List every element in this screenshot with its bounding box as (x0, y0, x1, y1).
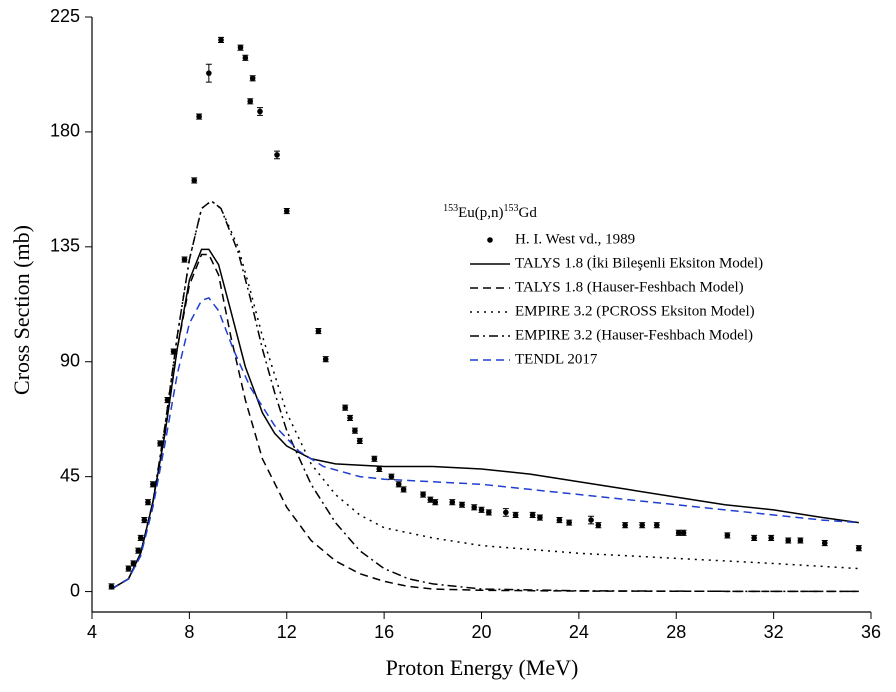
y-tick-label: 135 (50, 236, 80, 256)
legend-label: EMPIRE 3.2 (Hauser-Feshbach Model) (515, 327, 753, 343)
data-point (588, 517, 594, 523)
data-point (135, 547, 142, 554)
x-tick-label: 12 (277, 622, 297, 642)
data-point (653, 522, 660, 528)
data-point (376, 466, 383, 472)
data-point (157, 440, 163, 447)
y-axis-title: Cross Section (mb) (9, 225, 34, 395)
data-point (274, 152, 280, 158)
data-point (191, 177, 198, 184)
data-point (342, 404, 348, 411)
legend-title-part: 153 (443, 203, 458, 214)
data-point (371, 455, 378, 462)
data-point (724, 532, 731, 539)
data-point (170, 348, 177, 355)
data-point (400, 486, 407, 493)
data-point (529, 512, 536, 518)
data-point (556, 517, 563, 523)
data-point (768, 535, 774, 541)
data-point (395, 481, 402, 488)
y-tick-label: 45 (60, 465, 80, 485)
data-point (141, 517, 148, 523)
data-point (449, 499, 456, 505)
data-point (680, 530, 687, 536)
data-point (471, 504, 477, 511)
legend-label: TALYS 1.8 (Hauser-Feshbach Model) (515, 279, 744, 295)
data-point (283, 208, 290, 214)
data-point (420, 491, 426, 498)
data-point (108, 583, 115, 590)
data-point (322, 356, 329, 362)
data-point (237, 44, 244, 51)
data-point (164, 397, 171, 403)
data-point (675, 530, 682, 536)
data-point (130, 560, 137, 567)
data-point (797, 537, 804, 544)
data-point (537, 514, 543, 521)
x-tick-label: 32 (764, 622, 784, 642)
data-point (196, 113, 202, 120)
data-point (503, 509, 509, 516)
data-point (785, 537, 792, 544)
data-point (242, 55, 249, 61)
legend-label: EMPIRE 3.2 (PCROSS Eksiton Model) (515, 303, 755, 319)
data-point (388, 473, 395, 480)
legend-title-part: Eu(p,n) (458, 205, 503, 221)
data-point (356, 438, 363, 444)
data-point (150, 481, 156, 488)
data-point (751, 535, 757, 541)
legend-label: H. I. West vd., 1989 (515, 231, 635, 247)
x-tick-label: 8 (184, 622, 194, 642)
x-tick-label: 24 (569, 622, 589, 642)
legend-title-part: 153 (504, 203, 519, 214)
legend-label: TENDL 2017 (515, 351, 598, 367)
model-line (111, 199, 859, 593)
data-point (459, 501, 465, 508)
legend-marker (487, 237, 493, 243)
data-point (181, 256, 188, 263)
x-tick-label: 36 (861, 622, 881, 642)
data-point (249, 75, 256, 82)
y-tick-label: 90 (60, 350, 80, 370)
legend-title-part: Gd (519, 205, 538, 221)
data-point (595, 522, 602, 528)
data-point (486, 509, 492, 516)
data-point (137, 535, 144, 541)
data-point (125, 565, 132, 572)
x-tick-label: 16 (374, 622, 394, 642)
data-point (257, 108, 263, 115)
data-point (821, 540, 828, 546)
data-point (622, 522, 628, 528)
y-tick-label: 225 (50, 6, 80, 26)
data-point (315, 328, 322, 334)
data-point (206, 70, 212, 76)
x-tick-label: 28 (666, 622, 686, 642)
x-tick-label: 20 (471, 622, 491, 642)
data-point (218, 37, 224, 43)
legend-label: TALYS 1.8 (İki Bileşenli Eksiton Model) (515, 255, 763, 271)
model-line (111, 253, 859, 593)
data-point (639, 522, 645, 528)
data-point (347, 415, 353, 421)
data-point (432, 499, 439, 505)
x-tick-label: 4 (87, 622, 97, 642)
data-point (145, 499, 151, 505)
data-point (512, 512, 519, 518)
data-point (856, 545, 862, 551)
data-point (478, 507, 485, 513)
model-line (111, 297, 859, 590)
legend-title: 153Eu(p,n)153Gd (443, 203, 537, 221)
y-tick-label: 180 (50, 121, 80, 141)
data-point (566, 519, 572, 526)
x-axis-title: Proton Energy (MeV) (386, 655, 579, 680)
y-tick-label: 0 (70, 580, 80, 600)
data-point (352, 427, 358, 434)
data-point (247, 98, 254, 105)
data-point (427, 496, 434, 503)
